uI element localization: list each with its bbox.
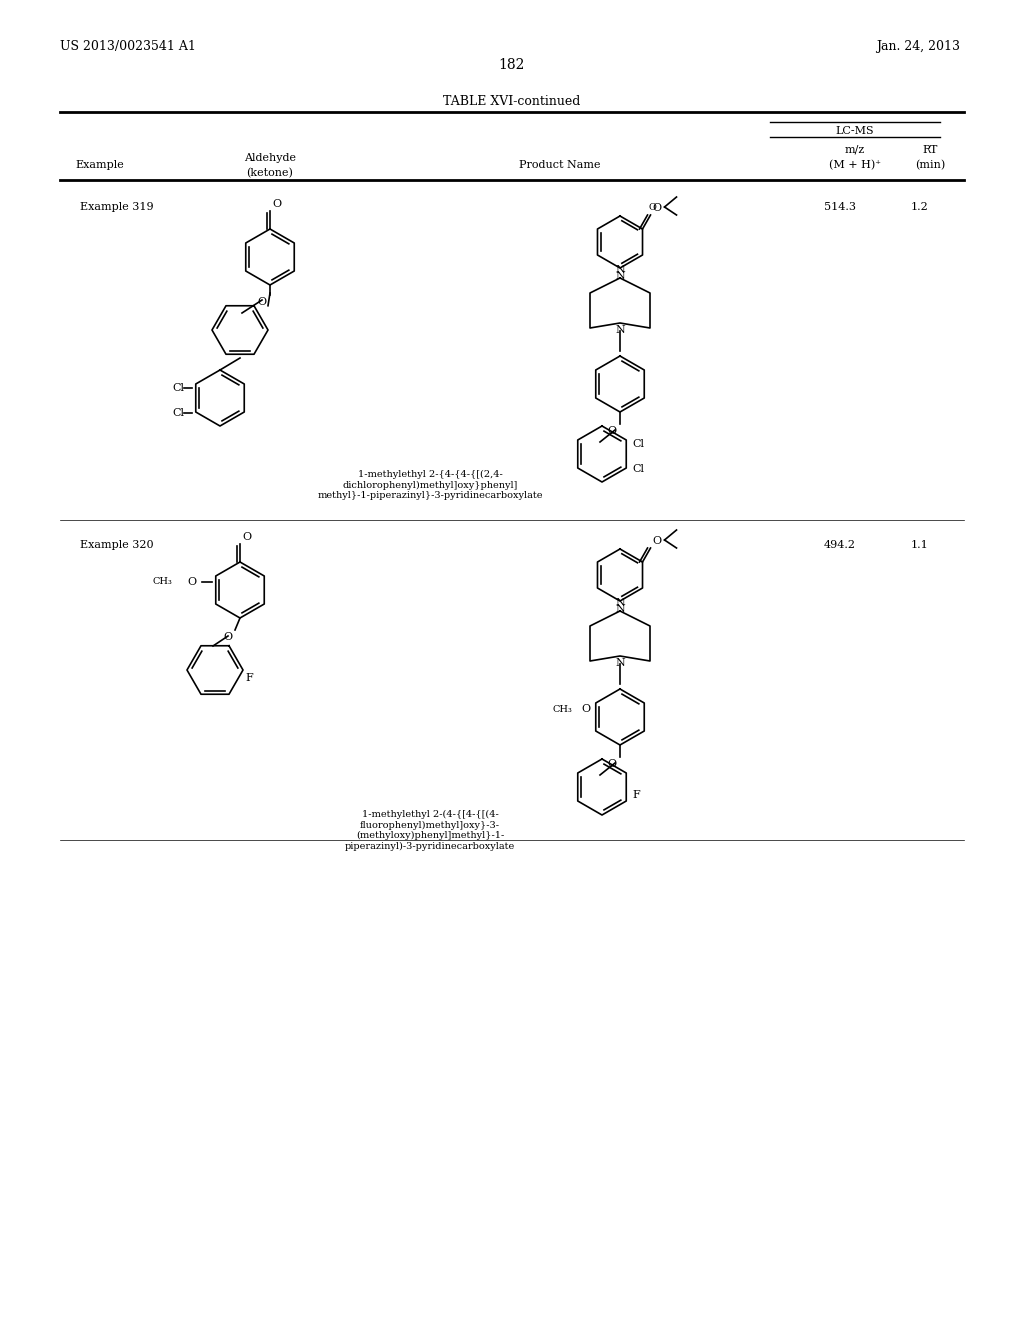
Text: 494.2: 494.2 [824,540,856,550]
Text: F: F [245,673,253,682]
Text: 182: 182 [499,58,525,73]
Text: N: N [615,271,625,281]
Text: O: O [648,203,656,213]
Text: Cl: Cl [172,383,184,393]
Text: O: O [272,199,282,209]
Text: CH₃: CH₃ [153,578,172,586]
Text: US 2013/0023541 A1: US 2013/0023541 A1 [60,40,196,53]
Text: m/z: m/z [845,145,865,154]
Text: N: N [615,605,625,614]
Text: O: O [242,532,251,543]
Text: Jan. 24, 2013: Jan. 24, 2013 [876,40,961,53]
Text: N: N [615,657,625,668]
Text: O: O [652,203,662,213]
Text: 1-methylethyl 2-(4-{[4-{[(4-
fluorophenyl)methyl]oxy}-3-
(methyloxy)phenyl]methy: 1-methylethyl 2-(4-{[4-{[(4- fluoropheny… [345,810,515,851]
Text: TABLE XVI-continued: TABLE XVI-continued [443,95,581,108]
Text: O: O [223,632,232,642]
Text: Cl: Cl [172,408,184,418]
Text: N: N [615,265,625,275]
Text: Example 319: Example 319 [80,202,154,213]
Text: F: F [632,789,640,800]
Text: 1.1: 1.1 [911,540,929,550]
Text: Product Name: Product Name [519,160,601,170]
Text: Example: Example [76,160,124,170]
Text: O: O [652,536,662,546]
Text: O: O [581,704,590,714]
Text: LC-MS: LC-MS [836,125,874,136]
Text: Example 320: Example 320 [80,540,154,550]
Text: (ketone): (ketone) [247,168,294,178]
Text: O: O [187,577,197,587]
Text: 1.2: 1.2 [911,202,929,213]
Text: O: O [608,426,617,436]
Text: 1-methylethyl 2-{4-{4-{[(2,4-
dichlorophenyl)methyl]oxy}phenyl]
methyl}-1-pipera: 1-methylethyl 2-{4-{4-{[(2,4- dichloroph… [317,470,543,500]
Text: O: O [608,759,617,770]
Text: Cl: Cl [632,465,644,474]
Text: (M + H)⁺: (M + H)⁺ [829,160,881,170]
Text: N: N [615,598,625,609]
Text: 514.3: 514.3 [824,202,856,213]
Text: CH₃: CH₃ [552,705,572,714]
Text: O: O [258,297,267,308]
Text: Aldehyde: Aldehyde [244,153,296,162]
Text: Cl: Cl [632,440,644,449]
Text: N: N [615,325,625,335]
Text: (min): (min) [914,160,945,170]
Text: RT: RT [923,145,938,154]
